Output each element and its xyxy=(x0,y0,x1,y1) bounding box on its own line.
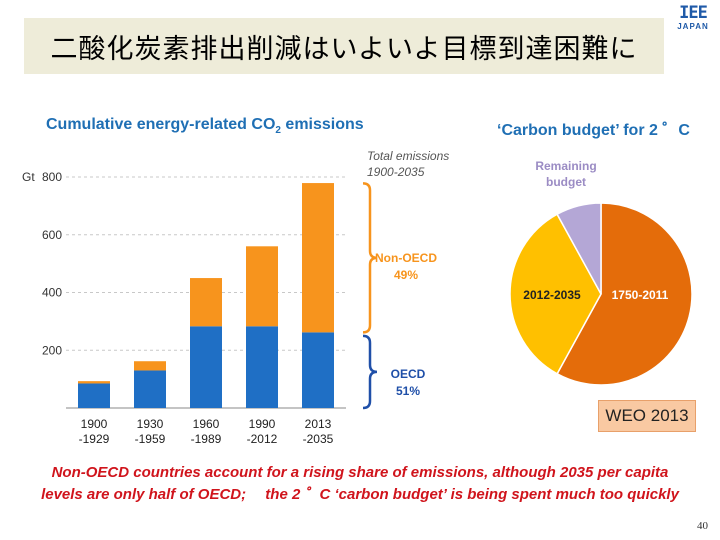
non-oecd-label: Non-OECD xyxy=(375,251,437,265)
y-tick-label: 600 xyxy=(42,228,62,242)
bar-oecd-segment xyxy=(190,326,222,408)
page-number: 40 xyxy=(697,520,708,532)
footer-line-1: Non-OECD countries account for a rising … xyxy=(51,464,669,481)
footer-caption: Non-OECD countries account for a rising … xyxy=(0,462,720,506)
bar-chart-title-tail: emissions xyxy=(280,116,364,133)
bar-oecd-segment xyxy=(246,326,278,408)
pie-slice-label: 2012-2035 xyxy=(523,288,581,302)
slide-title: 二酸化炭素排出削減はいよいよ目標到達困難に xyxy=(24,18,664,74)
note-line-2: 1900-2035 xyxy=(367,165,425,179)
y-tick-label: 400 xyxy=(42,286,62,300)
bar-oecd-segment xyxy=(302,332,334,408)
pie-slice-label: Remaining xyxy=(535,159,596,173)
note-line-1: Total emissions xyxy=(367,149,450,163)
pie-slice xyxy=(556,202,693,386)
total-emissions-note: Total emissions 1900-2035 xyxy=(367,148,449,180)
y-axis-unit-label: Gt xyxy=(22,170,35,184)
bar-non-oecd-segment xyxy=(302,183,334,333)
bar-chart-title-main: Cumulative energy-related CO xyxy=(46,116,276,133)
x-tick-label: 2013 xyxy=(305,417,332,431)
x-tick-label: -2012 xyxy=(247,432,278,446)
y-tick-label: 800 xyxy=(42,170,62,184)
x-tick-label: -1959 xyxy=(135,432,166,446)
x-tick-label: -2035 xyxy=(303,432,334,446)
non-oecd-share-label: 49% xyxy=(394,268,418,282)
footer-line-2: levels are only half of OECD; the 2 ゜C ‘… xyxy=(41,486,679,503)
logo-top-text: IEE xyxy=(679,3,708,23)
bar-non-oecd-segment xyxy=(246,246,278,327)
y-tick-label: 200 xyxy=(42,343,62,357)
weo-2013-badge: WEO 2013 xyxy=(598,400,696,432)
bar-chart-title-subscript: 2 xyxy=(275,125,281,137)
non-oecd-brace xyxy=(362,182,378,334)
bar-chart-title: Cumulative energy-related CO2 emissions xyxy=(46,116,364,136)
x-tick-label: -1929 xyxy=(79,432,110,446)
bar-oecd-segment xyxy=(78,383,110,408)
x-tick-label: 1960 xyxy=(193,417,220,431)
iee-japan-logo: IEE JAPAN xyxy=(668,4,718,44)
bar-oecd-segment xyxy=(134,370,166,408)
pie-slice xyxy=(556,202,602,295)
pie-slice-label: 1750-2011 xyxy=(612,288,669,302)
x-tick-label: -1989 xyxy=(191,432,222,446)
pie-slice-label: budget xyxy=(546,175,586,189)
x-tick-label: 1900 xyxy=(81,417,108,431)
x-tick-label: 1930 xyxy=(137,417,164,431)
bar-non-oecd-segment xyxy=(190,278,222,327)
logo-bottom-text: JAPAN xyxy=(677,22,709,31)
oecd-share-label: 51% xyxy=(396,384,420,398)
bar-non-oecd-segment xyxy=(134,361,166,371)
oecd-label: OECD xyxy=(391,367,426,381)
oecd-brace xyxy=(362,334,378,410)
pie-chart-title: ‘Carbon budget’ for 2 ゜C xyxy=(497,122,690,139)
bar-non-oecd-segment xyxy=(78,381,110,384)
x-tick-label: 1990 xyxy=(249,417,276,431)
